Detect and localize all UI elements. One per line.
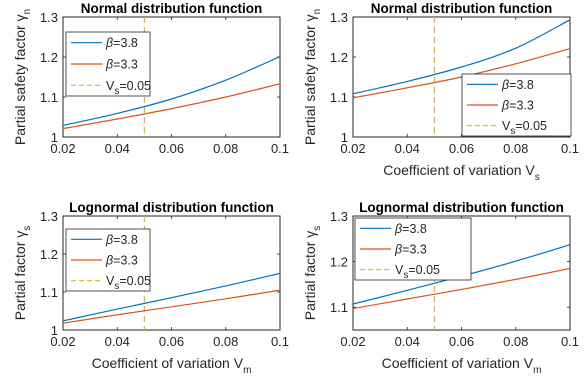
x-axis-label: Coefficient of variation Vm [382, 355, 542, 376]
x-tick-label: 0.02 [50, 334, 75, 349]
y-tick-label: 1 [51, 130, 58, 145]
chart-panel-1: 0.02 0.04 0.06 0.08 0.1 1 1.1 1.2 1.3 Normal dist… [12, 1, 289, 156]
x-tick-label: 0.1 [271, 334, 289, 349]
legend-entry-label: Vs=0.05 [106, 274, 151, 292]
x-axis-label: Coefficient of variation Vm [92, 355, 252, 376]
y-tick-label: 1.2 [330, 255, 348, 270]
x-tick-label: 0.1 [271, 141, 289, 156]
legend: β=3.8 β=3.3 Vs=0.05 [65, 31, 151, 97]
y-tick-label: 1.2 [330, 50, 348, 65]
y-axis-label: Partial safety factor γn [302, 9, 323, 145]
x-tick-label: 0.04 [395, 334, 420, 349]
legend-entry-label: β=3.3 [105, 58, 138, 72]
x-tick-label: 0.02 [340, 141, 365, 156]
series-line-beta-3-3 [62, 83, 281, 130]
legend: β=3.8 β=3.3 Vs=0.05 [65, 228, 151, 292]
chart-panel-4: 0.02 0.04 0.06 0.08 0.1 1.1 1.2 1.3 Lognormal di… [302, 200, 579, 376]
x-tick-label: 0.06 [449, 141, 474, 156]
x-tick-label: 0.06 [159, 334, 184, 349]
series-line-beta-3-8 [62, 272, 281, 322]
y-tick-label: 1.1 [40, 285, 58, 300]
legend-entry-label: β=3.8 [105, 233, 138, 247]
series-line-beta-3-3 [352, 267, 571, 310]
y-axis-label: Partial safety factor γn [12, 9, 33, 145]
chart-title: Lognormal distribution function [69, 200, 274, 215]
chart-title: Lognormal distribution function [359, 200, 564, 215]
x-tick-label: 0.08 [503, 334, 528, 349]
chart-panel-2: 0.02 0.04 0.06 0.08 0.1 1 1.1 1.2 1.3 Normal dist… [302, 1, 579, 183]
y-tick-label: 1.2 [40, 247, 58, 262]
series-line-beta-3-8 [352, 19, 571, 95]
chart-title: Normal distribution function [371, 1, 553, 16]
series-line-beta-3-3 [352, 48, 571, 99]
x-tick-label: 0.08 [503, 141, 528, 156]
y-tick-label: 1.3 [40, 209, 58, 224]
y-tick-label: 1.3 [330, 10, 348, 25]
y-tick-label: 1 [341, 130, 348, 145]
y-tick-label: 1 [51, 323, 58, 338]
legend-entry-label: Vs=0.05 [502, 119, 547, 137]
legend-entry-label: β=3.8 [501, 78, 534, 92]
legend-entry-label: β=3.3 [501, 99, 534, 113]
chart-panel-3: 0.02 0.04 0.06 0.08 0.1 1 1.1 1.2 1.3 Lognormal d… [12, 200, 289, 376]
legend: β=3.8 β=3.3 Vs=0.05 [461, 73, 572, 137]
y-axis-label: Partial factor γs [12, 226, 33, 320]
x-tick-label: 0.02 [340, 334, 365, 349]
y-tick-label: 1.1 [330, 300, 348, 315]
legend-entry-label: β=3.3 [394, 243, 427, 257]
x-tick-label: 0.1 [561, 334, 579, 349]
x-tick-label: 0.04 [395, 141, 420, 156]
x-tick-label: 0.06 [449, 334, 474, 349]
legend-entry-label: β=3.8 [105, 36, 138, 50]
x-tick-label: 0.04 [105, 334, 130, 349]
legend-entry-label: Vs=0.05 [395, 263, 440, 281]
legend-entry-label: Vs=0.05 [106, 79, 151, 97]
x-tick-label: 0.1 [561, 141, 579, 156]
legend-entry-label: β=3.3 [105, 254, 138, 268]
series-line-beta-3-3 [62, 289, 281, 324]
y-tick-label: 1.3 [330, 209, 348, 224]
x-tick-label: 0.02 [50, 141, 75, 156]
series-line-beta-3-8 [62, 56, 281, 126]
y-tick-label: 1.3 [40, 10, 58, 25]
x-axis-label: Coefficient of variation Vs [383, 162, 540, 183]
y-axis-label: Partial factor γs [302, 226, 323, 320]
x-tick-label: 0.04 [105, 141, 130, 156]
legend: β=3.8 β=3.3 Vs=0.05 [354, 217, 472, 281]
y-tick-label: 1.1 [40, 90, 58, 105]
y-tick-label: 1.2 [40, 50, 58, 65]
x-tick-label: 0.06 [159, 141, 184, 156]
legend-entry-label: β=3.8 [394, 222, 427, 236]
y-tick-label: 1.1 [330, 90, 348, 105]
x-tick-label: 0.08 [213, 334, 238, 349]
chart-title: Normal distribution function [81, 1, 263, 16]
x-tick-label: 0.08 [213, 141, 238, 156]
